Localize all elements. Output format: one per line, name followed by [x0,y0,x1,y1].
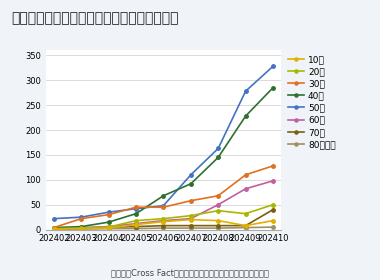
10代 [271,219,275,222]
Text: 肥満症治療薬ウゴービ　年代別の推計患者数: 肥満症治療薬ウゴービ 年代別の推計患者数 [11,11,179,25]
20代 [161,217,166,220]
10代 [134,223,138,226]
80代以上 [243,226,248,229]
30代 [243,173,248,176]
Line: 10代: 10代 [52,218,275,231]
10代 [106,227,111,230]
30代 [52,226,56,229]
50代 [79,216,84,219]
40代 [161,194,166,197]
Line: 50代: 50代 [52,65,275,220]
80代以上 [188,227,193,230]
60代 [243,187,248,190]
50代 [52,217,56,220]
80代以上 [271,225,275,229]
60代 [106,225,111,228]
50代 [243,90,248,93]
40代 [216,156,220,159]
20代 [52,227,56,230]
30代 [216,194,220,197]
70代 [106,225,111,229]
30代 [79,217,84,220]
70代 [52,227,56,230]
60代 [52,227,56,230]
70代 [134,225,138,228]
50代 [216,147,220,150]
10代 [243,224,248,227]
20代 [79,227,84,230]
40代 [52,226,56,229]
10代 [79,227,84,230]
50代 [271,65,275,68]
60代 [271,179,275,183]
50代 [106,211,111,214]
80代以上 [52,227,56,231]
Line: 40代: 40代 [52,86,275,229]
Text: 出典：「Cross Fact」（株式会社インテージリアルワールド）: 出典：「Cross Fact」（株式会社インテージリアルワールド） [111,268,269,277]
10代 [188,218,193,221]
Line: 80代以上: 80代以上 [52,225,275,231]
80代以上 [106,227,111,230]
60代 [161,219,166,222]
30代 [134,206,138,209]
20代 [271,203,275,206]
70代 [161,224,166,227]
10代 [52,227,56,231]
20代 [243,212,248,215]
30代 [106,213,111,216]
70代 [216,224,220,227]
Line: 30代: 30代 [52,164,275,229]
60代 [216,203,220,206]
70代 [243,224,248,227]
Line: 70代: 70代 [52,208,275,230]
20代 [106,225,111,229]
40代 [134,212,138,215]
40代 [106,220,111,224]
40代 [271,86,275,89]
20代 [188,214,193,217]
10代 [216,219,220,222]
40代 [243,115,248,118]
80代以上 [79,227,84,231]
70代 [271,208,275,211]
30代 [161,206,166,209]
40代 [79,225,84,228]
40代 [188,182,193,185]
Line: 20代: 20代 [52,203,275,230]
80代以上 [216,227,220,230]
80代以上 [134,227,138,230]
10代 [161,220,166,223]
30代 [188,199,193,202]
50代 [134,207,138,210]
Legend: 10代, 20代, 30代, 40代, 50代, 60代, 70代, 80代以上: 10代, 20代, 30代, 40代, 50代, 60代, 70代, 80代以上 [288,55,336,149]
70代 [79,227,84,230]
50代 [188,173,193,176]
50代 [161,204,166,207]
20代 [134,219,138,222]
30代 [271,164,275,167]
60代 [188,217,193,220]
60代 [134,222,138,225]
20代 [216,209,220,212]
60代 [79,226,84,229]
80代以上 [161,227,166,230]
70代 [188,224,193,227]
Line: 60代: 60代 [52,179,275,230]
